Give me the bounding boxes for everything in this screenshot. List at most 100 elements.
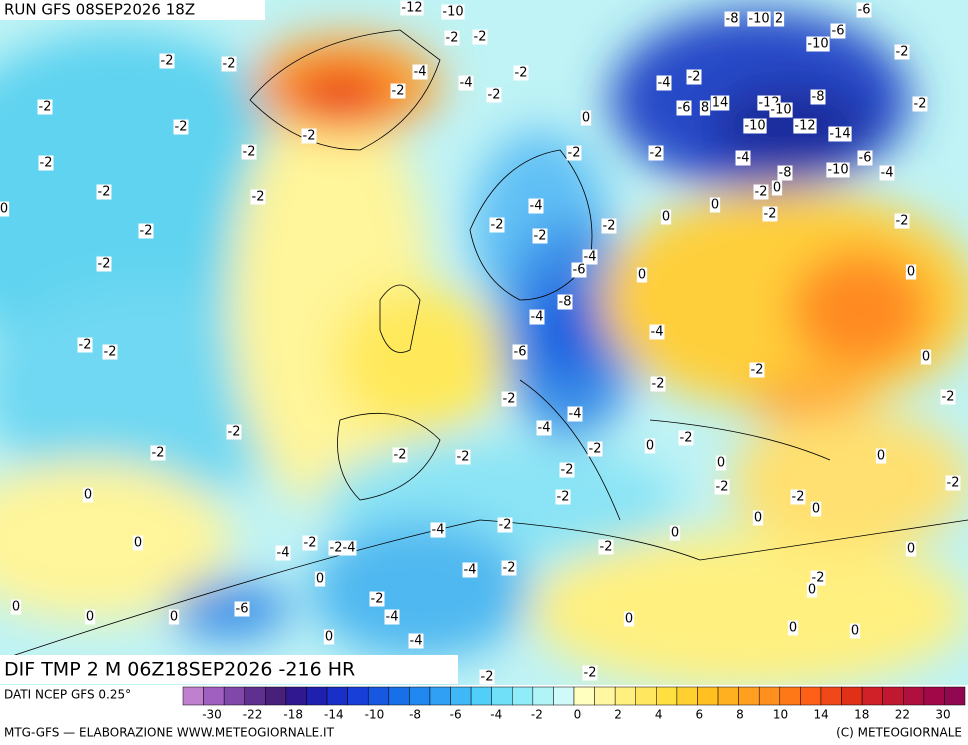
label-box: [559, 462, 575, 478]
label-box: [580, 110, 592, 126]
label-box: [582, 249, 598, 265]
label-box: [793, 118, 817, 134]
label-box: [138, 223, 154, 239]
colorbar-tick-label: 30: [935, 708, 950, 722]
map-field: [0, 0, 968, 685]
label-box: [102, 344, 118, 360]
contour-label: -2: [680, 431, 693, 446]
label-box: [650, 376, 666, 392]
contour-label: -8: [559, 295, 572, 310]
contour-label: -4: [530, 199, 543, 214]
label-box: [747, 11, 771, 27]
label-box: [96, 256, 112, 272]
label-box: [644, 438, 656, 454]
colorbar-swatch: [861, 686, 883, 706]
label-box: [648, 145, 664, 161]
colorbar-tick-label: 8: [736, 708, 744, 722]
label-box: [501, 391, 517, 407]
colorbar-tick-label: -18: [283, 708, 303, 722]
label-box: [777, 165, 793, 181]
label-box: [430, 522, 446, 538]
contour-label: -2: [755, 185, 768, 200]
contour-label: -6: [859, 151, 872, 166]
colorbar-swatch: [306, 686, 328, 706]
label-box: [787, 620, 799, 636]
label-box: [566, 145, 582, 161]
contour-label: -2: [515, 66, 528, 81]
label-box: [532, 228, 548, 244]
contour-label: 2: [775, 12, 783, 27]
contour-label: 0: [671, 526, 679, 541]
label-box: [735, 150, 751, 166]
contour-label: -2: [557, 490, 570, 505]
label-box: [623, 611, 635, 627]
contour-label: -2: [304, 536, 317, 551]
colorbar-tick-label: -30: [202, 708, 222, 722]
label-box: [10, 599, 22, 615]
contour-label: -2: [947, 476, 960, 491]
source-label: DATI NCEP GFS 0.25°: [4, 688, 131, 702]
colorbar-swatch: [676, 686, 698, 706]
label-box: [168, 609, 180, 625]
label-box: [724, 11, 740, 27]
label-box: [571, 262, 587, 278]
label-box: [945, 475, 961, 491]
contour-label: -10: [807, 37, 828, 52]
contour-label: -2: [503, 392, 516, 407]
contour-label: 0: [325, 630, 333, 645]
label-box: [905, 541, 917, 557]
colorbar-swatch: [182, 686, 204, 706]
contour-label: 0: [754, 511, 762, 526]
label-box: [828, 126, 852, 142]
label-box: [323, 629, 335, 645]
colorbar-tick-label: 18: [854, 708, 869, 722]
colorbar-swatch: [717, 686, 739, 706]
contour-label: -2: [371, 592, 384, 607]
label-box: [582, 665, 598, 681]
contour-label: -4: [737, 151, 750, 166]
contour-label: -12: [794, 119, 815, 134]
label-box: [660, 209, 672, 225]
colorbar-swatch: [367, 686, 390, 706]
colorbar-swatch: [573, 686, 595, 706]
colorbar-swatch: [841, 686, 863, 706]
label-box: [678, 430, 694, 446]
contour-label: -2: [652, 377, 665, 392]
label-box: [529, 309, 545, 325]
contour-label: -6: [573, 263, 586, 278]
label-box: [302, 535, 318, 551]
colorbar-swatch: [265, 686, 287, 706]
label-box: [412, 64, 428, 80]
label-box: [749, 362, 765, 378]
colorbar-swatch: [820, 686, 842, 706]
contour-label: 0: [86, 610, 94, 625]
contour-label: -4: [277, 546, 290, 561]
label-box: [0, 201, 10, 217]
label-box: [567, 406, 583, 422]
label-box: [38, 155, 54, 171]
contour-label: 0: [711, 198, 719, 213]
label-box: [810, 570, 826, 586]
label-box: [84, 609, 96, 625]
label-box: [905, 264, 917, 280]
label-box: [384, 609, 400, 625]
colorbar-tick-label: 2: [614, 708, 622, 722]
contour-label: -2: [896, 214, 909, 229]
contour-label: -2: [561, 463, 574, 478]
colorbar-swatch: [285, 686, 307, 706]
contour-label: -4: [460, 76, 473, 91]
label-box: [369, 591, 385, 607]
contour-label: -2: [79, 338, 92, 353]
contour-label: -2: [812, 571, 825, 586]
contour-label: -6: [678, 101, 691, 116]
contour-label: 0: [907, 542, 915, 557]
contour-label: -2: [223, 57, 236, 72]
contour-label: -2: [488, 88, 501, 103]
label-box: [587, 441, 603, 457]
colorbar-tick-label: 14: [814, 708, 829, 722]
colorbar-swatch: [429, 686, 451, 706]
contour-label: -2: [491, 218, 504, 233]
contour-label: -2: [764, 207, 777, 222]
label-box: [601, 218, 617, 234]
contour-label: -8: [779, 166, 792, 181]
